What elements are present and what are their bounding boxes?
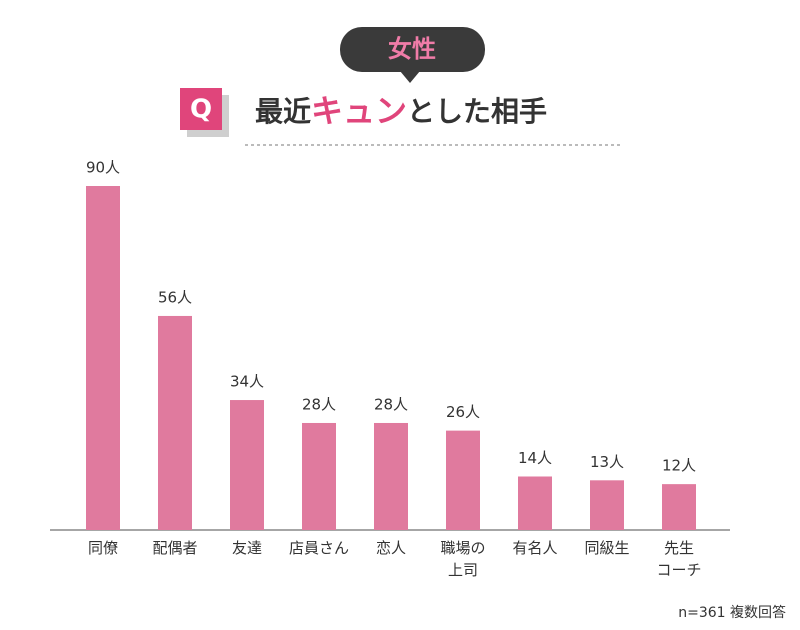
- x-tick-label: 先生 コーチ: [656, 539, 702, 579]
- value-label: 26人: [446, 403, 480, 421]
- value-label: 90人: [86, 159, 120, 177]
- x-tick-label: 友達: [231, 539, 262, 557]
- title-highlight: キュン: [311, 92, 407, 130]
- value-label: 34人: [230, 373, 264, 391]
- bar: [158, 315, 192, 530]
- badge-box: [180, 88, 222, 130]
- x-tick-label: 店員さん: [288, 539, 349, 557]
- value-label: 28人: [302, 395, 336, 413]
- x-tick-label: 配偶者: [152, 539, 198, 557]
- bar: [302, 422, 336, 530]
- tag-bubble: 女性: [340, 27, 485, 83]
- value-label: 56人: [158, 288, 192, 306]
- title-before: 最近: [255, 95, 311, 128]
- x-tick-label: 恋人: [375, 539, 406, 557]
- note: n=361 複数回答: [678, 605, 786, 621]
- x-tick-label: 有名人: [512, 539, 558, 557]
- value-label: 28人: [374, 395, 408, 413]
- value-label: 14人: [518, 449, 552, 467]
- x-tick-label: 職場の 上司: [440, 539, 486, 579]
- tag: 女性: [388, 35, 436, 63]
- x-tick-label: 同僚: [87, 539, 118, 557]
- bar: [590, 480, 624, 530]
- bar: [662, 484, 696, 530]
- bar: [230, 400, 264, 530]
- bar: [518, 476, 552, 530]
- bar: [86, 186, 120, 530]
- value-label: 13人: [590, 453, 624, 471]
- bar: [446, 430, 480, 530]
- x-tick-label: 同級生: [584, 539, 630, 557]
- chart-title: 最近キュンとした相手: [255, 92, 547, 130]
- bar: [374, 422, 408, 530]
- value-label: 12人: [662, 457, 696, 475]
- title-after: とした相手: [407, 95, 547, 128]
- badge: Q: [190, 95, 212, 125]
